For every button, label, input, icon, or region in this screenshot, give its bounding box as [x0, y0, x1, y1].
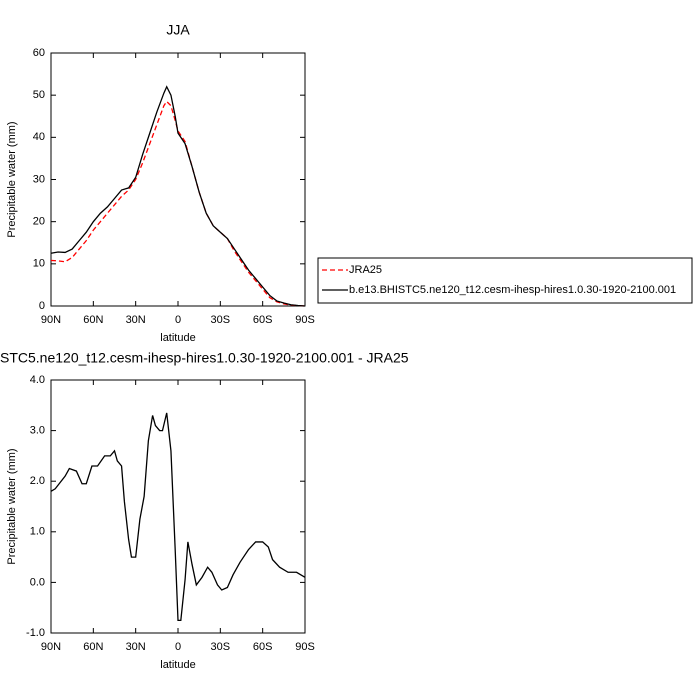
- x-tick-label: 90N: [41, 314, 61, 326]
- x-tick-label: 90S: [295, 314, 315, 326]
- y-tick-label: 1.0: [30, 526, 45, 538]
- x-tick-label: 30S: [211, 314, 231, 326]
- y-tick-label: 50: [33, 89, 45, 101]
- x-tick-label: 90S: [295, 641, 315, 653]
- y-tick-label: 4.0: [30, 374, 45, 386]
- x-tick-label: 60S: [253, 314, 273, 326]
- x-tick-label: 60S: [253, 641, 273, 653]
- x-axis-label: latitude: [160, 332, 195, 344]
- y-axis-label: Precipitable water (mm): [6, 448, 18, 564]
- legend-label: JRA25: [349, 264, 382, 276]
- y-tick-label: 20: [33, 216, 45, 228]
- y-axis-label: Precipitable water (mm): [6, 121, 18, 237]
- x-tick-label: 60N: [83, 641, 103, 653]
- y-tick-label: 40: [33, 131, 45, 143]
- y-tick-label: 2.0: [30, 475, 45, 487]
- series-line: [50, 412, 306, 621]
- y-tick-label: 10: [33, 258, 45, 270]
- legend-box: [317, 257, 693, 304]
- x-tick-label: 0: [175, 641, 181, 653]
- x-tick-label: 90N: [41, 641, 61, 653]
- plot-frame: [50, 379, 306, 634]
- x-tick-label: 30N: [126, 641, 146, 653]
- x-tick-label: 0: [175, 314, 181, 326]
- y-tick-label: 0: [39, 300, 45, 312]
- chart-title: JJA: [166, 22, 190, 38]
- y-tick-label: 3.0: [30, 425, 45, 437]
- chart-title: STC5.ne120_t12.cesm-ihesp-hires1.0.30-19…: [0, 350, 409, 366]
- y-tick-label: -1.0: [26, 627, 45, 639]
- y-tick-label: 0.0: [30, 576, 45, 588]
- x-tick-label: 30S: [211, 641, 231, 653]
- x-axis-label: latitude: [160, 659, 195, 671]
- series-line: [50, 85, 306, 307]
- legend-label: b.e13.BHISTC5.ne120_t12.cesm-ihesp-hires…: [349, 284, 676, 296]
- series-line: [50, 100, 306, 307]
- x-tick-label: 60N: [83, 314, 103, 326]
- x-tick-label: 30N: [126, 314, 146, 326]
- plot-frame: [50, 52, 306, 307]
- y-tick-label: 30: [33, 173, 45, 185]
- y-tick-label: 60: [33, 47, 45, 59]
